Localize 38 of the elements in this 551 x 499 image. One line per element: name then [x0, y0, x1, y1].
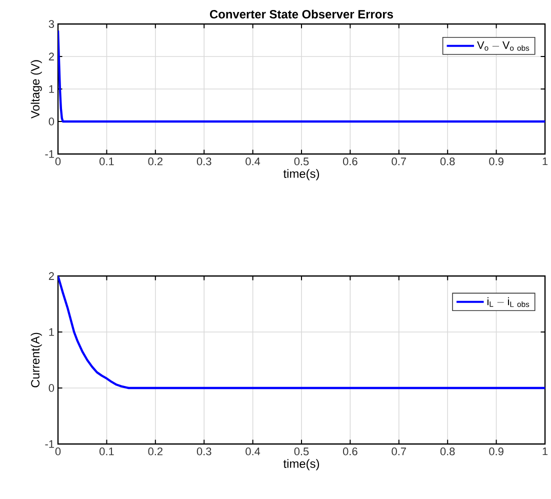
- x-tick-label: 0: [55, 158, 61, 166]
- x-tick-label: 0.2: [148, 448, 162, 456]
- chart-title: Converter State Observer Errors: [210, 10, 394, 18]
- y-tick-label: 2: [48, 272, 54, 280]
- x-tick-label: 0.2: [148, 158, 162, 166]
- y-tick-label: -1: [45, 440, 54, 448]
- y-tick-label: 1: [49, 85, 54, 93]
- y-tick-label: 0: [48, 384, 54, 392]
- y-axis-title: Current(A): [30, 332, 42, 388]
- x-tick-label: 1: [542, 158, 548, 166]
- x-tick-label: 0.1: [100, 158, 114, 166]
- x-tick-label: 0.5: [294, 448, 309, 456]
- y-tick-label: 0: [48, 118, 54, 126]
- legend-label: $\mathrm{V_o - V_{o\ obs}}$: [477, 41, 530, 51]
- x-tick-label: 0.8: [440, 448, 455, 456]
- x-tick-label: 0.5: [294, 158, 309, 166]
- x-tick-label: 0.9: [489, 158, 504, 166]
- x-tick-label: 0.9: [489, 448, 504, 456]
- y-tick-label: 1: [49, 328, 54, 336]
- x-tick-label: 0.4: [246, 448, 260, 456]
- x-tick-label: 0.7: [392, 158, 406, 166]
- x-tick-label: 0.4: [246, 158, 260, 166]
- x-tick-label: 0.6: [343, 448, 358, 456]
- y-tick-label: 3: [48, 20, 54, 28]
- y-axis-title: Voltage (V): [30, 60, 42, 119]
- x-tick-label: 0.3: [196, 158, 212, 166]
- x-axis-title: time(s): [283, 459, 320, 470]
- x-tick-label: 0.8: [440, 158, 455, 166]
- x-tick-label: 1: [542, 448, 548, 456]
- x-tick-label: 0: [55, 448, 61, 456]
- x-axis-title: time(s): [283, 169, 320, 180]
- y-tick-label: -1: [45, 150, 54, 158]
- x-tick-label: 0.3: [196, 448, 212, 456]
- x-tick-label: 0.7: [392, 448, 406, 456]
- x-tick-label: 0.6: [343, 158, 358, 166]
- y-tick-label: 2: [48, 52, 54, 60]
- x-tick-label: 0.1: [100, 448, 114, 456]
- legend-label: $\mathrm{i_L - i_{L\ obs}}$: [487, 297, 530, 308]
